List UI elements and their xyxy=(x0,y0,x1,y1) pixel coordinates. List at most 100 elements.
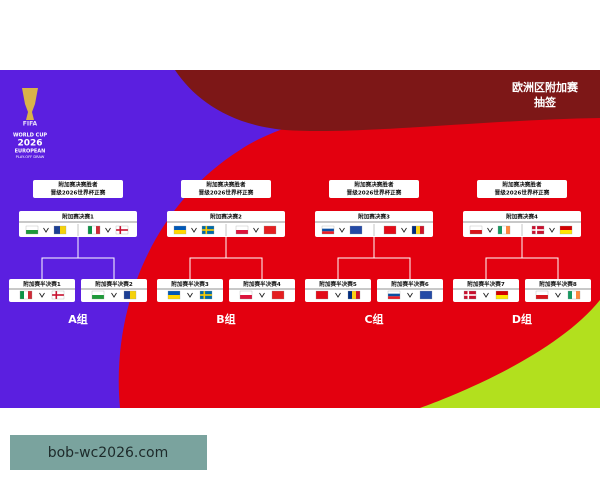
semi-title: 附加赛半决赛6 xyxy=(391,280,429,288)
flag-border xyxy=(87,225,101,235)
flag-border xyxy=(535,290,549,300)
semi-title: 附加赛半决赛5 xyxy=(319,280,357,288)
flag-stripe xyxy=(26,230,38,234)
winner-box xyxy=(329,180,419,198)
flag-stripe xyxy=(350,226,362,230)
flag-border xyxy=(19,290,33,300)
flag-cross xyxy=(116,229,128,231)
flag-border xyxy=(349,225,363,235)
flag-stripe xyxy=(388,293,400,297)
flag-border xyxy=(53,225,67,235)
flag-stripe xyxy=(576,291,580,299)
flag-stripe xyxy=(88,226,92,234)
winner-text: 晋级2026世界杯正赛 xyxy=(495,189,550,197)
background-lime xyxy=(420,300,600,408)
group-label: D组 xyxy=(512,312,532,326)
title: 欧洲区附加赛 xyxy=(512,80,579,94)
semi-title: 附加赛半决赛7 xyxy=(467,280,505,288)
flag-border xyxy=(123,290,137,300)
flag-border xyxy=(173,225,187,235)
flag-stripe xyxy=(572,291,576,299)
versus-icon xyxy=(339,227,345,233)
winner-box xyxy=(33,180,123,198)
background-maroon xyxy=(175,70,600,132)
flag-border xyxy=(469,225,483,235)
flag-stripe xyxy=(498,226,502,234)
flag-cross xyxy=(200,294,212,296)
flag-border xyxy=(167,290,181,300)
winner-box xyxy=(181,180,271,198)
flag-border xyxy=(25,225,39,235)
flag-stripe xyxy=(322,231,334,234)
flag-border xyxy=(347,290,361,300)
versus-icon xyxy=(43,227,49,233)
background-red xyxy=(118,90,600,408)
flag-stripe xyxy=(54,226,60,234)
versus-icon xyxy=(259,292,265,298)
flag-stripe xyxy=(384,230,396,234)
flag-stripe xyxy=(26,226,38,230)
flag-stripe xyxy=(240,291,252,295)
versus-icon xyxy=(549,227,555,233)
group-label: B组 xyxy=(216,312,235,326)
flag-stripe xyxy=(420,291,432,295)
flag-stripe xyxy=(272,291,284,295)
final-title: 附加赛决赛1 xyxy=(62,213,94,221)
logo-line2: EUROPEAN xyxy=(15,149,46,155)
flag-border xyxy=(419,290,433,300)
flag-border xyxy=(559,225,573,235)
flag-border xyxy=(495,290,509,300)
logo-line1: WORLD CUP xyxy=(13,133,47,139)
flag-stripe xyxy=(420,295,432,299)
flag-border xyxy=(235,225,249,235)
flag-stripe xyxy=(130,291,136,299)
flag-stripe xyxy=(96,226,100,234)
logo-brand: FIFA xyxy=(23,121,38,128)
flag-border xyxy=(315,290,329,300)
final-title: 附加赛决赛2 xyxy=(210,213,242,221)
flag-stripe xyxy=(412,226,416,234)
winner-text: 附加赛决赛胜者 xyxy=(354,181,394,189)
flag-stripe xyxy=(272,295,284,299)
flag-stripe xyxy=(124,291,130,299)
flag-stripe xyxy=(388,291,400,294)
flag-stripe xyxy=(350,230,362,234)
versus-icon xyxy=(401,227,407,233)
flag-stripe xyxy=(420,226,424,234)
flag-stripe xyxy=(568,291,572,299)
flag-border xyxy=(567,290,581,300)
flag-stripe xyxy=(322,226,334,229)
flag-stripe xyxy=(322,228,334,232)
flag-stripe xyxy=(352,291,356,299)
flag-stripe xyxy=(60,226,66,234)
versus-icon xyxy=(407,292,413,298)
logo-year: 2026 xyxy=(17,139,42,149)
flag-stripe xyxy=(264,226,276,230)
versus-icon xyxy=(555,292,561,298)
flag-border xyxy=(201,225,215,235)
flag-border xyxy=(411,225,425,235)
flag-stripe xyxy=(168,295,180,299)
flag-border xyxy=(321,225,335,235)
flag-border xyxy=(531,225,545,235)
trophy xyxy=(22,88,38,120)
flag-stripe xyxy=(92,226,96,234)
flag-stripe xyxy=(384,226,396,230)
flag-border xyxy=(387,290,401,300)
flag-stripe xyxy=(560,226,572,230)
flag-cross xyxy=(464,294,476,296)
connector xyxy=(485,237,559,279)
flag-stripe xyxy=(236,230,248,234)
semi-title: 附加赛半决赛2 xyxy=(95,280,133,288)
winner-text: 晋级2026世界杯正赛 xyxy=(51,189,106,197)
group-label: C组 xyxy=(364,312,383,326)
flag-stripe xyxy=(168,291,180,295)
versus-icon xyxy=(191,227,197,233)
flag-stripe xyxy=(240,295,252,299)
versus-icon xyxy=(335,292,341,298)
flag-stripe xyxy=(24,291,28,299)
versus-icon xyxy=(105,227,111,233)
